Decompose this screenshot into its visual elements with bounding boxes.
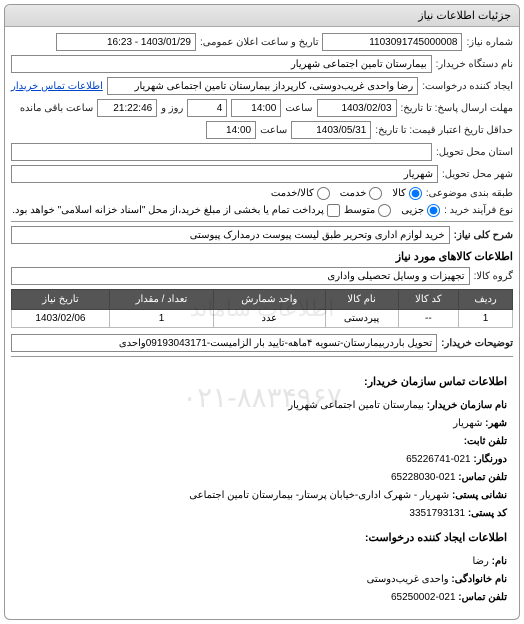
postal-code-label: کد پستی:	[468, 508, 507, 519]
deliver-city-label: شهر محل تحویل:	[442, 169, 513, 180]
deadline-label: مهلت ارسال پاسخ: تا تاریخ:	[401, 103, 513, 114]
buyer-notes-label: توضیحات خریدار:	[441, 338, 513, 349]
buyer-contact-link[interactable]: اطلاعات تماس خریدار	[11, 81, 103, 92]
radio-motevasset-label: متوسط	[344, 205, 375, 216]
col-code: کد کالا	[398, 290, 459, 310]
radio-khadmat-input[interactable]	[369, 187, 382, 200]
city-value: شهریار	[453, 418, 482, 429]
buyer-org-label: نام دستگاه خریدار:	[436, 59, 513, 70]
table-watermark-wrap: ردیف کد کالا نام کالا واحد شمارش تعداد /…	[11, 289, 513, 328]
items-section-title: اطلاعات کالاهای مورد نیاز	[11, 250, 513, 263]
time-label-1: ساعت	[285, 103, 312, 114]
fax-value: 021-65226741	[406, 454, 471, 465]
radio-kala-khadmat-label: کالا/خدمت	[271, 188, 314, 199]
radio-khadmat-label: خدمت	[340, 188, 367, 199]
public-announce-label: تاریخ و ساعت اعلان عمومی:	[200, 37, 319, 48]
city-label: شهر:	[485, 418, 507, 429]
validity-label: حداقل تاریخ اعتبار قیمت: تا تاریخ:	[375, 125, 513, 136]
cell-date: 1403/02/06	[12, 310, 110, 328]
category-radio-group: کالا خدمت کالا/خدمت	[271, 187, 422, 200]
need-no-label: شماره نیاز:	[466, 37, 513, 48]
radio-kala-khadmat[interactable]: کالا/خدمت	[271, 187, 330, 200]
fax-label: دورنگار:	[473, 454, 507, 465]
need-title-label: شرح کلی نیاز:	[454, 230, 513, 241]
postal-addr-value: شهریار - شهرک اداری-خیابان پرستار- بیمار…	[189, 490, 449, 501]
phone2-label: تلفن تماس:	[458, 592, 507, 603]
radio-jozi-input[interactable]	[427, 204, 440, 217]
deliver-province-label: استان محل تحویل:	[436, 147, 513, 158]
creator-section-title: اطلاعات ایجاد کننده درخواست:	[17, 529, 507, 549]
remain-time-label: ساعت باقی مانده	[20, 103, 93, 114]
col-qty: تعداد / مقدار	[109, 290, 213, 310]
validity-date-field: 1403/05/31	[291, 121, 371, 139]
radio-kala[interactable]: کالا	[392, 187, 422, 200]
cell-code: --	[398, 310, 459, 328]
name-label: نام:	[492, 556, 507, 567]
deadline-date-field: 1403/02/03	[317, 99, 397, 117]
table-header-row: ردیف کد کالا نام کالا واحد شمارش تعداد /…	[12, 290, 513, 310]
remain-days-label: روز و	[161, 103, 183, 114]
time-label-2: ساعت	[260, 125, 287, 136]
last-value: واحدی غریب‌دوستی	[367, 574, 449, 585]
need-title-field: خرید لوازم اداری وتحریر طبق لیست پیوست د…	[11, 226, 450, 244]
radio-jozi[interactable]: جزیی	[401, 204, 440, 217]
postal-addr-label: نشانی پستی:	[452, 490, 507, 501]
buyer-notes-field: تحویل باردربیمارستان-تسویه ۴ماهه-تایید ب…	[11, 334, 437, 352]
postal-code-value: 3351793131	[409, 508, 465, 519]
fax2-value: 021-65228030	[391, 472, 456, 483]
need-no-field: 1103091745000008	[322, 33, 462, 51]
deadline-time-field: 14:00	[231, 99, 281, 117]
panel-title: جزئیات اطلاعات نیاز	[5, 5, 519, 27]
radio-motevasset-input[interactable]	[378, 204, 391, 217]
separator-1	[11, 221, 513, 222]
panel-body: شماره نیاز: 1103091745000008 تاریخ و ساع…	[5, 27, 519, 619]
col-name: نام کالا	[325, 290, 398, 310]
cell-qty: 1	[109, 310, 213, 328]
radio-kala-khadmat-input[interactable]	[317, 187, 330, 200]
radio-motevasset[interactable]: متوسط	[344, 204, 391, 217]
last-label: نام خانوادگی:	[451, 574, 507, 585]
requester-field: رضا واحدی غریب‌دوستی، کارپرداز بیمارستان…	[107, 77, 418, 95]
buyer-org-field: بیمارستان تامین اجتماعی شهریار	[11, 55, 432, 73]
radio-kala-input[interactable]	[409, 187, 422, 200]
requester-label: ایجاد کننده درخواست:	[422, 81, 513, 92]
radio-jozi-label: جزیی	[401, 205, 424, 216]
radio-kala-label: کالا	[392, 188, 406, 199]
phone-label: تلفن ثابت:	[464, 436, 507, 447]
fax2-label: تلفن تماس:	[458, 472, 507, 483]
contact-block: ۰۲۱-۸۸۳۴۹۶۷ اطلاعات تماس سازمان خریدار: …	[11, 361, 513, 613]
group-label: گروه کالا:	[474, 271, 513, 282]
deliver-province-field	[11, 143, 432, 161]
radio-khadmat[interactable]: خدمت	[340, 187, 383, 200]
org-label: نام سازمان خریدار:	[427, 400, 507, 411]
cell-unit: عدد	[214, 310, 326, 328]
org-value: بیمارستان تامین اجتماعی شهریار	[288, 400, 424, 411]
buy-type-note-checkbox[interactable]	[327, 204, 340, 217]
buy-type-note-text: پرداخت تمام یا بخشی از مبلغ خرید،از محل …	[12, 205, 324, 216]
remain-days-field: 4	[187, 99, 227, 117]
buy-type-label: نوع فرآیند خرید :	[444, 205, 513, 216]
remain-time-field: 21:22:46	[97, 99, 157, 117]
cell-row: 1	[459, 310, 513, 328]
buy-type-note-cb[interactable]: پرداخت تمام یا بخشی از مبلغ خرید،از محل …	[12, 204, 340, 217]
public-announce-field: 1403/01/29 - 16:23	[56, 33, 196, 51]
group-field: تجهیزات و وسایل تحصیلی واداری	[11, 267, 470, 285]
name-value: رضا	[472, 556, 488, 567]
col-unit: واحد شمارش	[214, 290, 326, 310]
details-panel: جزئیات اطلاعات نیاز شماره نیاز: 11030917…	[4, 4, 520, 620]
buy-type-radio-group: جزیی متوسط	[344, 204, 440, 217]
col-date: تاریخ نیاز	[12, 290, 110, 310]
items-table: ردیف کد کالا نام کالا واحد شمارش تعداد /…	[11, 289, 513, 328]
validity-time-field: 14:00	[206, 121, 256, 139]
table-row: 1 -- پیردستی عدد 1 1403/02/06	[12, 310, 513, 328]
deliver-city-field: شهریار	[11, 165, 438, 183]
col-row: ردیف	[459, 290, 513, 310]
separator-2	[11, 356, 513, 357]
phone2-value: 021-65250002	[391, 592, 456, 603]
contact-section-title: اطلاعات تماس سازمان خریدار:	[17, 373, 507, 393]
cell-name: پیردستی	[325, 310, 398, 328]
category-label: طبقه بندی موضوعی:	[426, 188, 513, 199]
